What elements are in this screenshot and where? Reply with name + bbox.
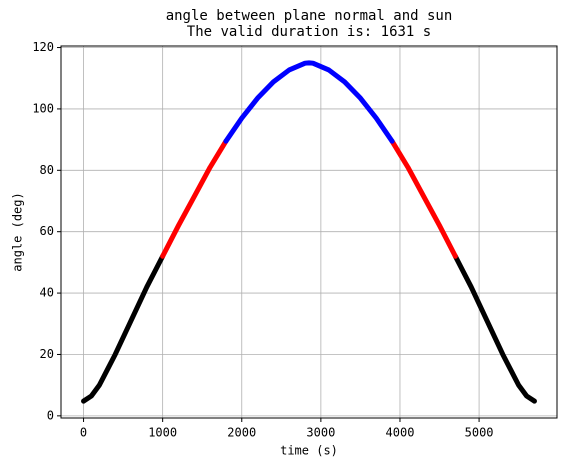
y-tick-label: 40 xyxy=(40,286,54,300)
y-axis-label: angle (deg) xyxy=(11,192,25,271)
x-tick-label: 2000 xyxy=(227,426,256,440)
data-line xyxy=(160,138,458,259)
x-axis-label: time (s) xyxy=(280,444,338,458)
y-tick-label: 20 xyxy=(40,347,54,361)
data-line xyxy=(223,60,395,144)
y-tick-label: 100 xyxy=(32,101,54,115)
y-tick-label: 0 xyxy=(47,408,54,422)
x-tick-label: 4000 xyxy=(386,426,415,440)
y-tick-label: 80 xyxy=(40,163,54,177)
chart-subtitle: The valid duration is: 1631 s xyxy=(187,24,431,40)
x-tick-label: 5000 xyxy=(465,426,494,440)
x-tick-label: 3000 xyxy=(306,426,335,440)
plot-frame xyxy=(60,45,558,419)
x-tick-label: 0 xyxy=(80,426,87,440)
y-tick-label: 120 xyxy=(32,40,54,54)
data-line xyxy=(81,253,537,404)
x-tick-label: 1000 xyxy=(148,426,177,440)
chart-title: angle between plane normal and sun xyxy=(166,8,453,24)
y-tick-label: 60 xyxy=(40,224,54,238)
